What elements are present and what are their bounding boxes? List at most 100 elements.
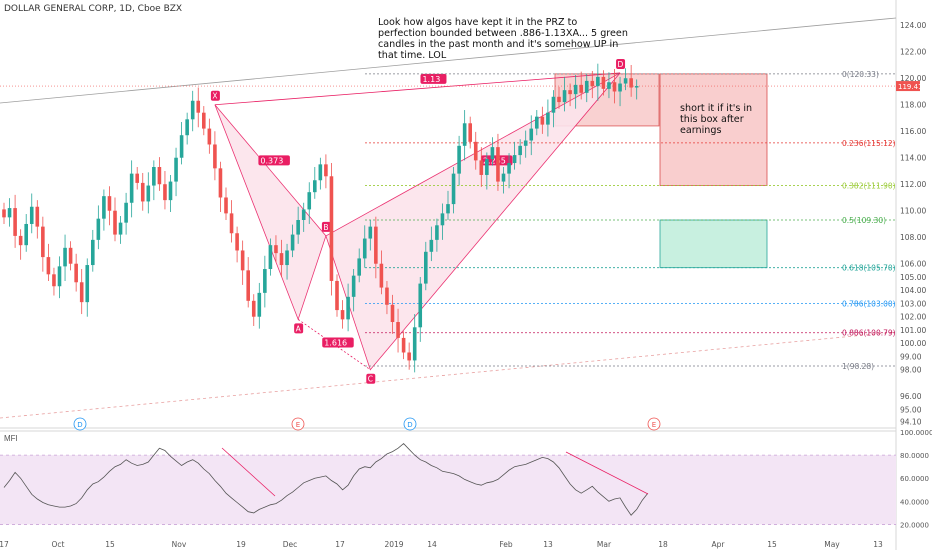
candle-body	[41, 226, 45, 258]
candle-body	[446, 204, 450, 214]
ratio-label: 0.373	[260, 156, 283, 165]
pivot-label-bg	[321, 221, 331, 232]
candle-body	[485, 159, 489, 175]
candle-body	[501, 173, 506, 182]
event-marker-label: D	[77, 421, 82, 429]
ratio-label-bg	[420, 73, 447, 84]
candle-body	[46, 257, 51, 275]
candle-body	[340, 310, 345, 320]
candles	[2, 63, 639, 373]
candle-body	[274, 245, 278, 254]
time-tick: Oct	[52, 540, 65, 549]
chart-title: DOLLAR GENERAL CORP, 1D, Cboe BZX	[4, 4, 183, 14]
candle-body	[290, 234, 295, 251]
price-tick: 124.00	[900, 21, 926, 30]
candle-body	[2, 209, 6, 218]
candle-body	[440, 213, 445, 226]
candle-body	[551, 96, 556, 113]
price-tick: 105.00	[900, 273, 926, 282]
candle-body	[218, 168, 223, 198]
candle-body	[7, 208, 12, 218]
candle-body	[91, 239, 95, 266]
candle-body	[268, 245, 273, 270]
candle-body	[568, 90, 572, 95]
candle-body	[85, 265, 90, 303]
candle-body	[74, 263, 78, 283]
candle-body	[529, 128, 534, 141]
candle-body	[213, 144, 217, 169]
fib-label: 0.886(100.79)	[842, 329, 896, 338]
candle-body	[623, 78, 628, 84]
candle-body	[407, 352, 411, 361]
event-marker-label: E	[652, 421, 656, 429]
candle-body	[401, 337, 406, 353]
time-tick: 14	[427, 540, 437, 549]
candle-body	[562, 90, 567, 103]
candle-body	[362, 238, 367, 259]
price-tick: 99.00	[900, 352, 922, 361]
price-tick: 104.00	[900, 286, 926, 295]
price-tick: 95.00	[900, 405, 922, 414]
candle-body	[202, 112, 206, 129]
candle-body	[146, 185, 151, 202]
candle-body	[573, 84, 578, 95]
candle-body	[140, 182, 145, 202]
candle-body	[535, 116, 539, 129]
candle-body	[68, 247, 73, 264]
fib-label: 1(98.28)	[842, 362, 874, 371]
event-marker	[291, 417, 305, 431]
price-tick: 106.00	[900, 260, 926, 269]
candle-body	[351, 275, 356, 297]
candle-body	[634, 86, 639, 88]
candle-body	[590, 80, 595, 87]
candle-body	[584, 80, 589, 93]
candle-body	[118, 222, 123, 235]
event-marker	[647, 417, 661, 431]
candle-body	[462, 123, 467, 146]
time-tick: Apr	[712, 540, 726, 549]
divergence-arrow-1	[221, 447, 276, 497]
harmonic-pattern: 0.373 1.616 1.13 2.255 X A B C D	[210, 58, 626, 384]
mfi-tick: 80.0000	[900, 452, 929, 460]
candle-body	[174, 157, 178, 182]
pivot-label-bg	[616, 58, 626, 69]
target-box	[659, 219, 768, 269]
candle-body	[468, 123, 472, 142]
candle-body	[235, 233, 239, 251]
candle-body	[102, 196, 106, 219]
candle-body	[546, 112, 550, 125]
candle-body	[251, 300, 256, 317]
candle-body	[390, 304, 395, 323]
candle-body	[451, 173, 456, 205]
candle-body	[107, 196, 112, 211]
box-note: short it if it's in this box after earni…	[680, 103, 753, 136]
candle-body	[318, 164, 323, 181]
candle-body	[18, 235, 23, 246]
candle-body	[512, 155, 517, 164]
time-tick: 15	[105, 540, 115, 549]
price-tick: 103.00	[900, 299, 926, 308]
candle-body	[124, 202, 128, 223]
candle-body	[135, 173, 139, 183]
event-marker-label: D	[407, 421, 412, 429]
trend-line-upper	[0, 17, 897, 104]
time-axis: 17 Oct 15 Nov 19 Dec 17 2019 14 Feb 13 Mar 18 Apr 15 Ma…	[0, 540, 883, 549]
candle-body	[229, 213, 234, 234]
price-tick: 100.00	[900, 339, 926, 348]
price-tick: 120.00	[900, 74, 926, 83]
candle-body	[152, 167, 156, 186]
candle-body	[313, 180, 317, 193]
candle-body	[207, 128, 212, 145]
last-price-label: 119.41	[898, 83, 923, 91]
pattern-xd	[214, 72, 621, 106]
candle-body	[357, 258, 361, 276]
candle-body	[157, 167, 162, 185]
candle-body	[79, 282, 84, 303]
candle-body	[429, 239, 434, 252]
price-tick: 108.00	[900, 233, 926, 242]
candle-body	[523, 140, 528, 146]
price-tick: 101.00	[900, 326, 926, 335]
candle-body	[473, 141, 478, 161]
ratio-label: 2.255	[483, 156, 506, 165]
